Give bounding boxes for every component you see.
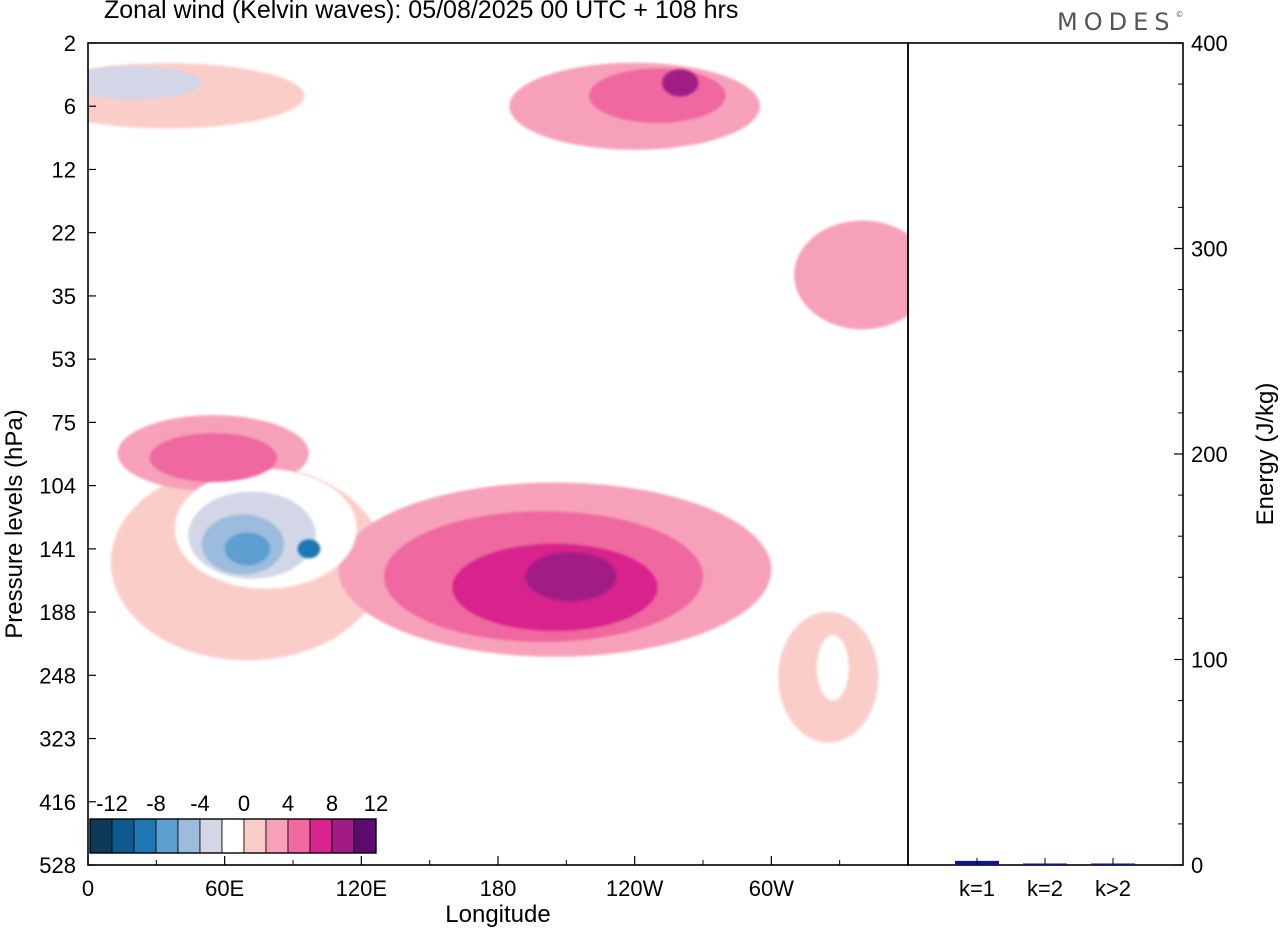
colorbar-swatch	[287, 818, 311, 854]
contour-blob-17	[525, 552, 617, 602]
colorbar-swatch	[221, 818, 245, 854]
x-tick-label: 120W	[606, 876, 664, 901]
contour-blob-9	[149, 433, 278, 483]
x-axis-label: Longitude	[445, 901, 550, 928]
contour-blob-12	[816, 635, 849, 701]
energy-bar-label: k=2	[1027, 876, 1063, 901]
contour-blob-20	[297, 539, 321, 559]
energy-bar-label: k=1	[959, 876, 995, 901]
contour-blob-15	[88, 66, 202, 100]
y-tick-label: 2	[64, 31, 76, 56]
energy-axis-label: Energy (J/kg)	[1252, 383, 1279, 526]
energy-tick-label: 200	[1191, 442, 1228, 467]
y-tick-label: 22	[52, 221, 76, 246]
contour-blob-19	[224, 532, 271, 566]
x-tick-label: 60W	[749, 876, 794, 901]
energy-bar-label: k>2	[1095, 876, 1131, 901]
energy-tick-label: 100	[1191, 648, 1228, 673]
y-tick-label: 12	[52, 157, 76, 182]
chart-title: Zonal wind (Kelvin waves): 05/08/2025 00…	[104, 0, 739, 24]
y-tick-label: 528	[39, 853, 76, 878]
energy-tick-label: 0	[1191, 853, 1203, 878]
contour-blob-18	[662, 69, 699, 97]
brand-name: MODES	[1057, 8, 1176, 36]
contour-field	[88, 62, 908, 743]
y-tick-label: 75	[52, 410, 76, 435]
y-tick-label: 248	[39, 663, 76, 688]
x-tick-label: 0	[82, 876, 94, 901]
colorbar-swatch	[309, 818, 333, 854]
y-tick-label: 104	[39, 474, 76, 499]
y-tick-label: 141	[39, 537, 76, 562]
contour-blob-5	[794, 220, 908, 330]
y-axis-label: Pressure levels (hPa)	[1, 409, 28, 638]
y-tick-label: 6	[64, 94, 76, 119]
colorbar-label: 12	[364, 791, 388, 816]
colorbar-label: -4	[190, 791, 210, 816]
contour-blob-11	[816, 81, 908, 131]
y-tick-label: 53	[52, 347, 76, 372]
colorbar-swatch	[265, 818, 289, 854]
colorbar: -12 -8 -4 0 4 8 12	[89, 791, 388, 854]
colorbar-swatch	[243, 818, 267, 854]
contour-blob-10	[589, 68, 726, 123]
brand-mark: ©	[1175, 10, 1184, 19]
y-tick-label: 35	[52, 284, 76, 309]
colorbar-label: 0	[238, 791, 250, 816]
colorbar-swatch	[89, 818, 113, 854]
colorbar-label: -8	[146, 791, 166, 816]
colorbar-swatch	[155, 818, 179, 854]
modes-logo: MODES©	[1057, 8, 1183, 36]
colorbar-frame	[89, 818, 377, 854]
energy-tick-label: 300	[1191, 237, 1228, 262]
colorbar-swatch	[133, 818, 157, 854]
colorbar-swatch	[111, 818, 135, 854]
y-tick-label: 323	[39, 727, 76, 752]
colorbar-label: 8	[326, 791, 338, 816]
y-tick-label: 188	[39, 600, 76, 625]
energy-bars: 0 100 200 300 400 Energy (J/kg) k=1 k=2 k>2	[907, 31, 1279, 901]
colorbar-swatch	[331, 818, 355, 854]
energy-frame	[907, 42, 1184, 866]
energy-tick-label: 400	[1191, 31, 1228, 56]
colorbar-label: -12	[96, 791, 128, 816]
y-tick-label: 416	[39, 790, 76, 815]
colorbar-swatch	[353, 818, 377, 854]
x-tick-label: 60E	[205, 876, 244, 901]
x-tick-label: 180	[480, 876, 517, 901]
colorbar-label: 4	[282, 791, 294, 816]
x-tick-label: 120E	[336, 876, 387, 901]
colorbar-swatch	[199, 818, 223, 854]
colorbar-swatch	[177, 818, 201, 854]
